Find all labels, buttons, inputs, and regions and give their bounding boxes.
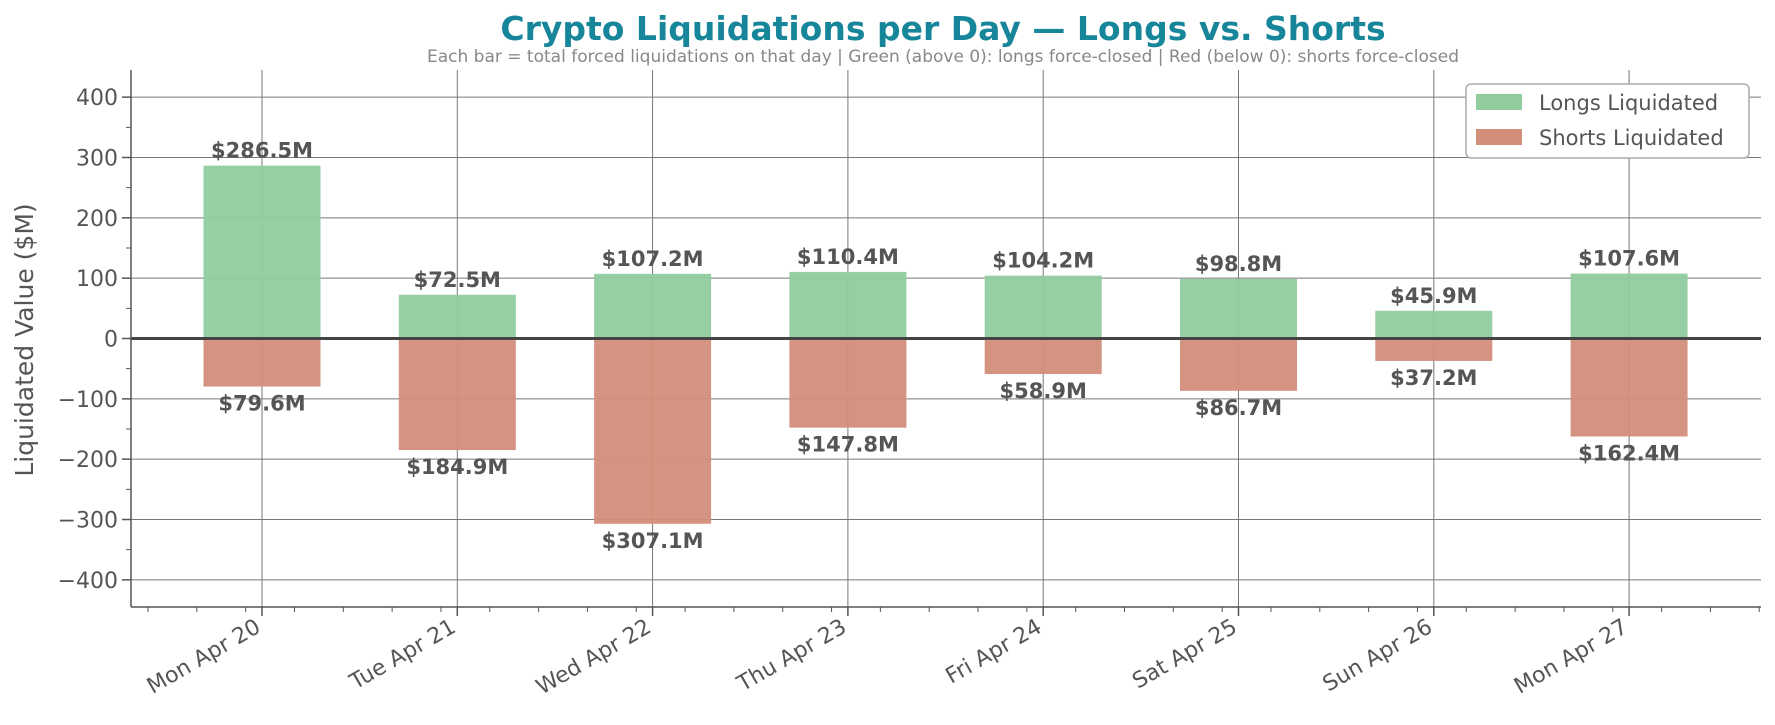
- data-label-shorts: $58.9M: [1000, 379, 1087, 403]
- data-label-longs: $286.5M: [211, 139, 313, 163]
- y-tick-label: 100: [76, 267, 118, 292]
- x-tick-label: Fri Apr 24: [942, 615, 1047, 690]
- bar-longs: [984, 275, 1102, 339]
- y-tick-label: −100: [58, 388, 118, 413]
- x-tick-label: Sat Apr 25: [1128, 615, 1241, 695]
- y-tick-label: −300: [58, 509, 118, 534]
- data-label-longs: $45.9M: [1390, 284, 1477, 308]
- legend-label-shorts: Shorts Liquidated: [1539, 126, 1724, 150]
- bar-shorts: [1570, 338, 1688, 437]
- data-label-longs: $72.5M: [414, 268, 501, 292]
- legend: Longs Liquidated Shorts Liquidated: [1465, 83, 1750, 159]
- bar-longs: [789, 271, 907, 339]
- y-tick-label: −200: [58, 448, 118, 473]
- chart-subtitle: Each bar = total forced liquidations on …: [427, 47, 1459, 67]
- data-label-shorts: $37.2M: [1390, 366, 1477, 390]
- bar-shorts: [1180, 338, 1297, 391]
- bar-longs: [1180, 278, 1297, 339]
- bar-shorts: [594, 338, 712, 524]
- legend-swatch-shorts: [1476, 129, 1522, 145]
- legend-label-longs: Longs Liquidated: [1539, 91, 1718, 115]
- data-label-longs: $98.8M: [1195, 252, 1282, 276]
- data-label-shorts: $184.9M: [406, 455, 508, 479]
- data-label-shorts: $79.6M: [218, 392, 305, 416]
- y-tick-label: 200: [76, 207, 118, 232]
- bar-longs: [398, 294, 516, 339]
- data-label-longs: $104.2M: [992, 249, 1094, 273]
- data-label-longs: $107.6M: [1578, 247, 1680, 271]
- bar-longs: [594, 273, 712, 339]
- data-label-longs: $107.2M: [602, 247, 704, 271]
- bars-layer: [203, 165, 1688, 524]
- x-tick-label: Thu Apr 23: [732, 615, 850, 698]
- bar-shorts: [1375, 338, 1493, 361]
- data-label-shorts: $147.8M: [797, 433, 899, 457]
- y-tick-label: 300: [76, 146, 118, 171]
- data-label-shorts: $86.7M: [1195, 396, 1282, 420]
- y-axis-label: Liquidated Value ($M): [10, 203, 39, 476]
- x-tick-label: Mon Apr 27: [1510, 615, 1632, 700]
- bar-shorts: [984, 338, 1102, 375]
- data-label-shorts: $162.4M: [1578, 441, 1680, 465]
- data-labels-layer: $286.5M $72.5M $107.2M $110.4M $104.2M $98.8M…: [211, 139, 1680, 553]
- bar-longs: [1570, 273, 1688, 339]
- bar-longs: [1375, 310, 1493, 339]
- bar-longs: [203, 165, 321, 339]
- y-tick-label: −400: [58, 569, 118, 594]
- x-tick-label: Mon Apr 20: [143, 615, 265, 700]
- data-label-shorts: $307.1M: [602, 529, 704, 553]
- y-tick-label: 0: [104, 328, 118, 353]
- bar-shorts: [789, 338, 907, 428]
- chart-title: Crypto Liquidations per Day — Longs vs. …: [500, 9, 1385, 48]
- bar-shorts: [398, 338, 516, 451]
- legend-swatch-longs: [1476, 94, 1522, 110]
- y-tick-label: 400: [76, 86, 118, 111]
- x-tick-label: Tue Apr 21: [345, 615, 460, 696]
- x-tick-label: Sun Apr 26: [1319, 615, 1437, 698]
- bar-shorts: [203, 338, 321, 387]
- x-tick-label: Wed Apr 22: [532, 615, 655, 701]
- legend-box: [1465, 83, 1750, 159]
- data-label-longs: $110.4M: [797, 245, 899, 269]
